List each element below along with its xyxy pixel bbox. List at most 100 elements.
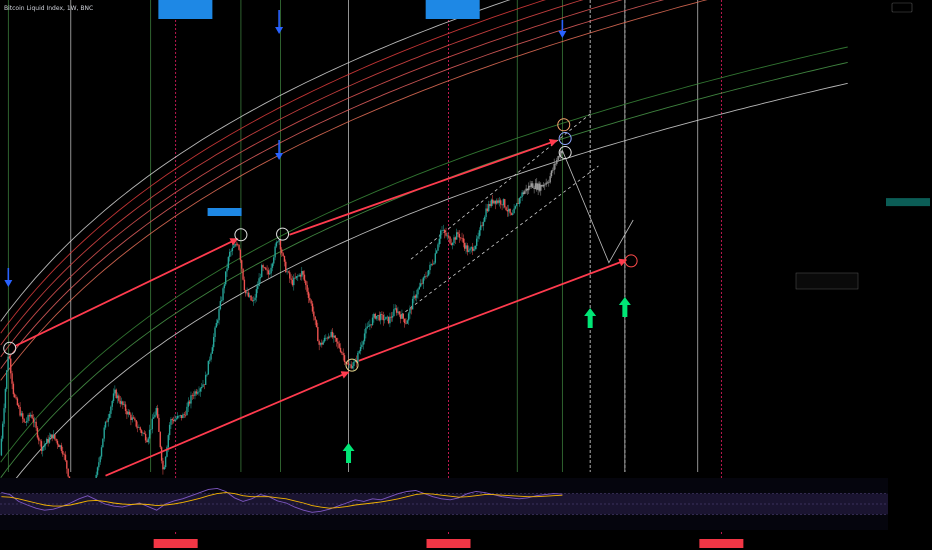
- candle-body: [313, 311, 315, 317]
- candle-body: [222, 288, 224, 301]
- candle-body: [279, 239, 282, 250]
- channel-lower-dashed: [400, 165, 599, 316]
- candle-body: [56, 440, 59, 445]
- candle-body: [394, 308, 396, 310]
- candle-body: [434, 253, 437, 263]
- candle-body: [306, 285, 308, 292]
- candle-body: [167, 435, 169, 448]
- candle-body: [286, 271, 288, 273]
- candle-body: [366, 326, 368, 328]
- candle-body: [560, 150, 562, 157]
- candle-body: [353, 361, 355, 367]
- candle-body: [174, 419, 176, 422]
- candle-body: [278, 239, 280, 242]
- candle-body: [210, 353, 212, 360]
- candle-body: [60, 445, 63, 451]
- candle-body: [230, 251, 232, 252]
- measure-box-bg: [425, 0, 480, 19]
- candle-body: [108, 413, 111, 418]
- candle-body: [242, 268, 244, 280]
- candle-body: [298, 274, 300, 277]
- candle-body: [289, 272, 291, 279]
- candle-body: [510, 213, 513, 215]
- candle-body: [195, 391, 198, 394]
- candle-body: [517, 203, 519, 204]
- candle-body: [229, 251, 231, 257]
- candle-body: [413, 295, 415, 299]
- candle-body: [545, 182, 547, 185]
- candle-body: [114, 389, 116, 394]
- candle-body: [307, 291, 310, 298]
- candle-body: [262, 265, 264, 268]
- date-tag-box: [153, 539, 198, 548]
- candle-body: [442, 230, 445, 231]
- candle-body: [334, 335, 336, 339]
- candle-body: [478, 230, 481, 237]
- candle-body: [506, 209, 509, 212]
- candle-body: [302, 271, 304, 275]
- regression-band: [0, 0, 584, 346]
- candle-body: [132, 417, 135, 419]
- candle-body: [518, 198, 521, 204]
- candle-body: [38, 437, 40, 441]
- rsi-signal-line: [1, 492, 563, 509]
- candle-body: [106, 421, 108, 423]
- candle-body: [31, 414, 33, 419]
- candle-body: [417, 289, 419, 295]
- candle-body: [463, 242, 466, 249]
- candle-body: [291, 279, 294, 286]
- date-tag-box: [426, 539, 471, 548]
- candle-body: [421, 283, 423, 284]
- measure-box-bg: [158, 0, 213, 19]
- trend-arrows: [14, 138, 628, 477]
- candle-body: [305, 280, 307, 286]
- candle-body: [516, 203, 518, 207]
- green-up-arrow: [618, 297, 631, 317]
- candle-body: [111, 400, 113, 407]
- candle-body: [208, 359, 211, 361]
- candle-body: [301, 271, 303, 277]
- candle-body: [494, 200, 497, 204]
- candle-body: [490, 199, 493, 207]
- candle-body: [357, 352, 359, 363]
- candle-body: [321, 342, 323, 345]
- candle-body: [438, 238, 441, 245]
- time-axis[interactable]: [0, 536, 932, 550]
- candle-body: [241, 260, 243, 269]
- candle-body: [361, 344, 363, 347]
- candle-body: [27, 415, 29, 421]
- candle-body: [135, 420, 137, 427]
- candle-body: [327, 336, 330, 339]
- date-tag-box: [699, 539, 744, 548]
- candle-body: [120, 401, 123, 404]
- candle-body: [23, 418, 25, 422]
- candle-body: [22, 413, 24, 419]
- candle-body: [472, 247, 474, 251]
- candle-body: [146, 440, 148, 443]
- regression-band: [0, 82, 848, 499]
- candle-body: [2, 423, 4, 439]
- candle-body: [309, 297, 311, 301]
- candle-body: [110, 406, 112, 414]
- candle-body: [465, 245, 467, 249]
- candle-body: [359, 346, 362, 352]
- candle-body: [343, 355, 346, 363]
- red-trend-arrow: [14, 238, 239, 347]
- price-axis[interactable]: [886, 0, 932, 550]
- current-price-tag: [886, 198, 930, 207]
- candle-body: [275, 242, 278, 247]
- candle-body: [7, 356, 9, 371]
- candle-body: [42, 447, 44, 451]
- candle-body: [176, 415, 179, 419]
- candle-body: [239, 249, 242, 261]
- candle-body: [269, 273, 271, 275]
- candle-body: [194, 391, 196, 396]
- candle-body: [314, 316, 316, 321]
- regression-band: [0, 0, 546, 334]
- candle-body: [267, 270, 270, 275]
- candle-body: [561, 150, 563, 154]
- candle-body: [457, 232, 459, 234]
- candle-body: [391, 316, 394, 318]
- candle-body: [524, 191, 526, 194]
